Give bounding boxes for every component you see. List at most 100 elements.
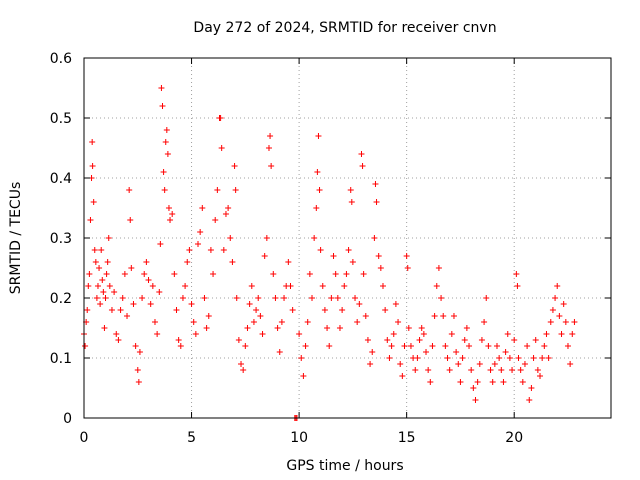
data-point [487,367,494,373]
data-point [372,181,379,187]
data-point [92,259,99,265]
data-point [242,343,249,349]
data-point [524,343,531,349]
data-point [388,343,395,349]
data-point [489,379,496,385]
data-point [347,187,354,193]
data-point [446,367,453,373]
data-point [134,367,141,373]
data-point [401,343,408,349]
data-point [420,331,427,337]
data-point [537,373,544,379]
data-point [562,319,569,325]
data-point [403,253,410,259]
data-point [218,145,225,151]
data-point [384,337,391,343]
data-point [87,217,94,223]
data-point [156,289,163,295]
data-point [315,133,322,139]
data-point [509,367,516,373]
data-point [554,283,561,289]
data-point [244,325,251,331]
data-point [82,343,89,349]
data-point [229,259,236,265]
data-point [450,313,457,319]
y-tick-label: 0.1 [50,351,72,367]
data-point [281,295,288,301]
data-point [339,307,346,313]
data-point [517,367,524,373]
data-point [139,295,146,301]
data-point [532,337,539,343]
data-point [390,331,397,337]
data-point [392,301,399,307]
y-tick-label: 0.2 [50,291,72,307]
data-point [397,361,404,367]
data-point [278,319,285,325]
data-point [203,325,210,331]
data-point [238,361,245,367]
data-point [179,295,186,301]
data-point [253,307,260,313]
data-point [197,229,204,235]
data-point [119,295,126,301]
data-point [169,211,176,217]
data-point [89,139,96,145]
data-point [326,343,333,349]
data-point [358,151,365,157]
data-point [96,265,103,271]
data-point [556,313,563,319]
data-point [360,271,367,277]
data-point [217,115,224,121]
data-point [99,277,106,283]
data-point [270,271,277,277]
data-point [117,307,124,313]
data-point [157,241,164,247]
y-tick-label: 0 [63,411,72,427]
data-point [220,247,227,253]
data-point [201,295,208,301]
data-point [435,265,442,271]
data-point [429,343,436,349]
data-point [407,343,414,349]
y-tick-label: 0.6 [50,51,72,67]
data-point [231,163,238,169]
data-point [232,187,239,193]
data-point [98,247,105,253]
data-point [549,307,556,313]
y-tick-label: 0.5 [50,111,72,127]
axis-ticks: 0 0.1 0.2 0.3 0.4 0.5 0.6 0 5 10 15 20 [50,51,611,446]
data-point [103,271,110,277]
data-point [519,379,526,385]
data-point [298,355,305,361]
data-point [186,247,193,253]
data-point [151,319,158,325]
data-points [81,85,578,421]
data-point [500,379,507,385]
data-point [160,169,167,175]
data-point [514,283,521,289]
data-point [265,145,272,151]
data-point [272,295,279,301]
data-point [332,271,339,277]
data-point [367,361,374,367]
data-point [306,271,313,277]
data-point [534,367,541,373]
data-point [274,325,281,331]
data-point [233,295,240,301]
data-point [192,331,199,337]
data-point [104,259,111,265]
data-point [425,367,432,373]
data-point [268,163,275,169]
data-point [511,337,518,343]
data-point [171,271,178,277]
data-point [263,235,270,241]
data-point [276,349,283,355]
data-point [567,361,574,367]
data-point [101,325,108,331]
data-point [369,349,376,355]
data-point [285,259,292,265]
data-point [453,349,460,355]
data-point [463,325,470,331]
